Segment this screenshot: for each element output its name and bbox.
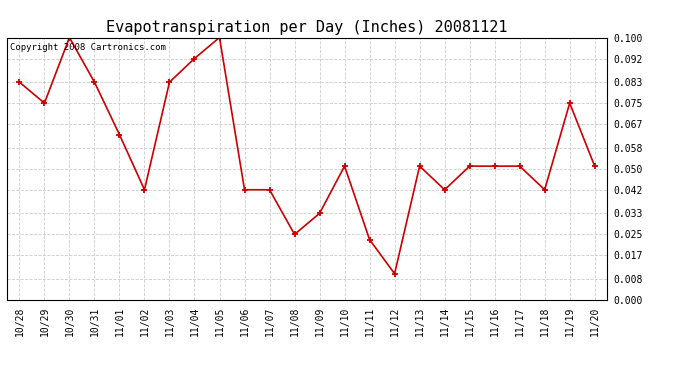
Text: Copyright 2008 Cartronics.com: Copyright 2008 Cartronics.com [10, 43, 166, 52]
Title: Evapotranspiration per Day (Inches) 20081121: Evapotranspiration per Day (Inches) 2008… [106, 20, 508, 35]
